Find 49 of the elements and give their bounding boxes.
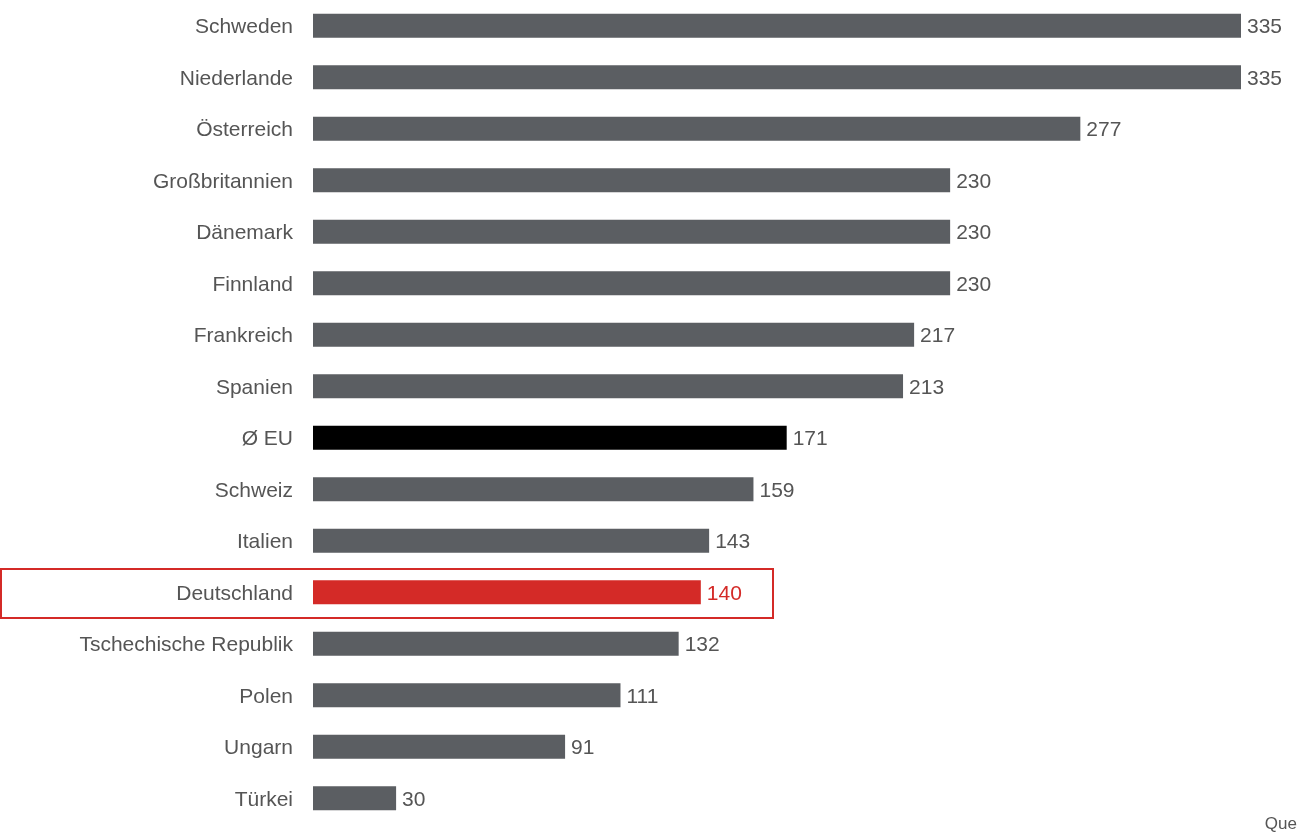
- y-tick-label: Italien: [236, 529, 293, 553]
- y-tick-label: Polen: [239, 683, 293, 707]
- y-tick-label: Ungarn: [224, 735, 293, 759]
- y-tick-label: Österreich: [196, 117, 293, 141]
- data-label: 217: [920, 323, 956, 347]
- data-label: 140: [706, 580, 742, 604]
- bar: [313, 219, 951, 244]
- y-tick-label: Spanien: [215, 374, 293, 398]
- data-label: 230: [956, 220, 992, 244]
- text: Que: [1264, 814, 1297, 834]
- data-label: 159: [759, 477, 795, 501]
- bar: [313, 425, 787, 450]
- bar: [313, 13, 1241, 38]
- data-label: 111: [626, 683, 659, 707]
- y-tick-label: Schweiz: [214, 477, 293, 501]
- data-label: 230: [956, 271, 992, 295]
- bar: [313, 631, 679, 656]
- bar: [313, 65, 1241, 90]
- y-tick-label: Deutschland: [176, 580, 293, 604]
- data-label: 277: [1086, 117, 1122, 141]
- bar: [313, 477, 754, 502]
- bar: [313, 271, 951, 296]
- bar: [313, 116, 1081, 141]
- y-tick-label: Dänemark: [196, 220, 294, 244]
- bar: [313, 786, 397, 811]
- data-label: 213: [909, 374, 945, 398]
- data-label: 335: [1247, 65, 1283, 89]
- bar: [313, 683, 621, 708]
- y-tick-label: Türkei: [234, 786, 293, 810]
- y-tick-label: Tschechische Republik: [79, 632, 294, 656]
- bar: [313, 734, 566, 759]
- data-label: 171: [792, 426, 828, 450]
- data-label: 230: [956, 168, 992, 192]
- data-label: 132: [684, 632, 720, 656]
- y-tick-label: Finnland: [212, 271, 293, 295]
- bar: [313, 374, 904, 399]
- y-tick-label: Niederlande: [179, 65, 293, 89]
- data-label: 143: [715, 529, 751, 553]
- data-label: 91: [571, 735, 595, 759]
- y-tick-label: Schweden: [194, 14, 293, 38]
- y-tick-label: Großbritannien: [152, 168, 293, 192]
- y-tick-label: Ø EU: [241, 426, 293, 450]
- bar: [313, 168, 951, 193]
- bar: [313, 528, 710, 553]
- bar: [313, 322, 915, 347]
- y-tick-label: Frankreich: [193, 323, 293, 347]
- data-label: 30: [402, 786, 426, 810]
- data-label: 335: [1247, 14, 1283, 38]
- bar: [313, 580, 701, 605]
